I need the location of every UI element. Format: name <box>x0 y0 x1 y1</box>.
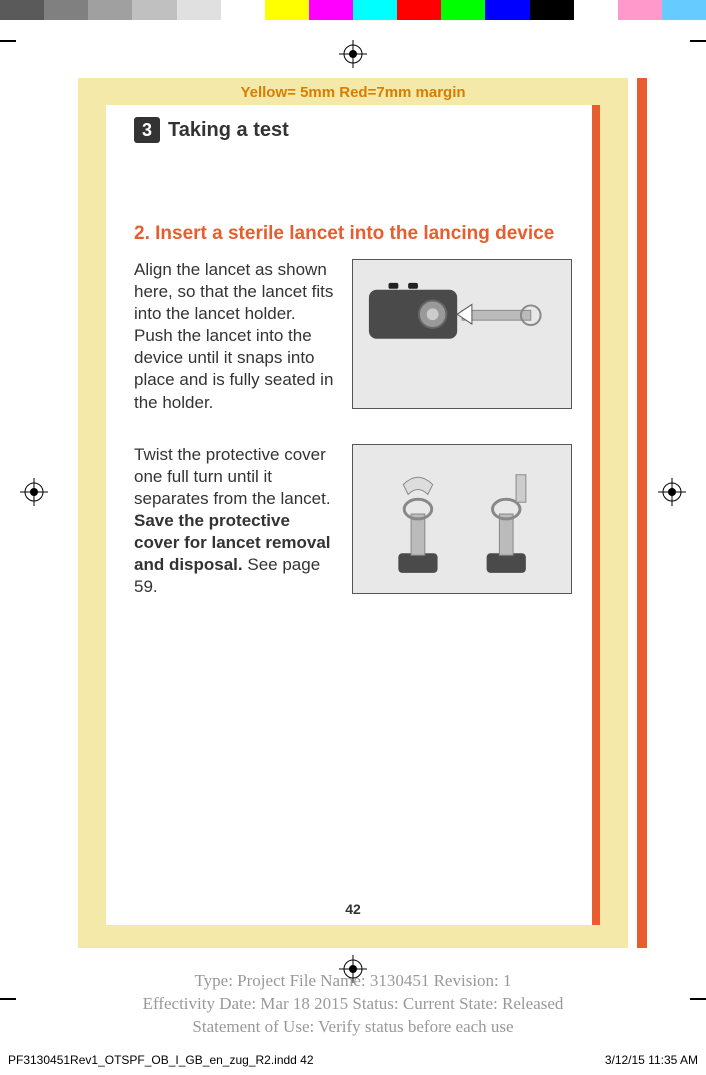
registration-mark-icon <box>658 478 686 506</box>
step-1-illustration <box>352 259 572 409</box>
crop-mark <box>690 40 706 42</box>
page-frame: Yellow= 5mm Red=7mm margin 3 Taking a te… <box>78 78 628 948</box>
section-header: 3 Taking a test <box>134 117 572 143</box>
document-metadata: Type: Project File Name: 3130451 Revisio… <box>0 970 706 1039</box>
crop-mark <box>0 40 16 42</box>
step-heading: 2. Insert a sterile lancet into the lanc… <box>134 223 572 245</box>
registration-mark-icon <box>20 478 48 506</box>
registration-mark-icon <box>339 40 367 68</box>
footer-filename: PF3130451Rev1_OTSPF_OB_I_GB_en_zug_R2.in… <box>8 1053 314 1067</box>
red-margin-bar <box>637 78 647 948</box>
page-number: 42 <box>106 901 600 917</box>
step-2-text: Twist the protective cover one full turn… <box>134 444 334 599</box>
meta-line-2: Effectivity Date: Mar 18 2015 Status: Cu… <box>0 993 706 1016</box>
step-2-illustration <box>352 444 572 594</box>
content-area: 3 Taking a test 2. Insert a sterile lanc… <box>106 105 600 925</box>
footer-timestamp: 3/12/15 11:35 AM <box>605 1053 698 1067</box>
section-number-badge: 3 <box>134 117 160 143</box>
step-row-2: Twist the protective cover one full turn… <box>134 444 572 599</box>
print-footer: PF3130451Rev1_OTSPF_OB_I_GB_en_zug_R2.in… <box>8 1053 698 1067</box>
print-color-bar <box>0 0 706 20</box>
red-margin-bar-inner <box>592 105 600 925</box>
step-1-text: Align the lancet as shown here, so that … <box>134 259 334 414</box>
meta-line-1: Type: Project File Name: 3130451 Revisio… <box>0 970 706 993</box>
step-2-text-a: Twist the protective cover one full turn… <box>134 445 331 508</box>
section-title: Taking a test <box>168 119 289 142</box>
margin-label: Yellow= 5mm Red=7mm margin <box>78 78 628 105</box>
meta-line-3: Statement of Use: Verify status before e… <box>0 1016 706 1039</box>
step-row-1: Align the lancet as shown here, so that … <box>134 259 572 414</box>
